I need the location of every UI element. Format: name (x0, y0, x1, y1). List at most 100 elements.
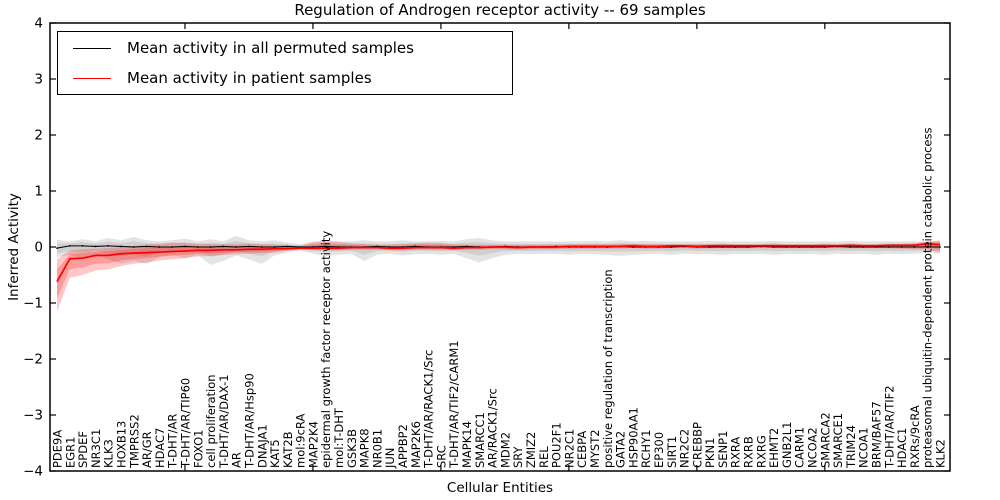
category-label: RCHY1 (639, 430, 653, 468)
permuted-line-swatch (73, 47, 111, 49)
category-label: epidermal growth factor receptor activit… (319, 231, 333, 468)
category-label: SRY (511, 445, 525, 468)
category-label: EHMT2 (767, 428, 781, 468)
permuted-mean-marker (120, 245, 122, 248)
legend: Mean activity in all permuted samples Me… (57, 31, 513, 95)
category-label: REL (537, 446, 551, 468)
category-label: MAPK8 (358, 428, 372, 468)
category-label: T-DHT/AR/DAX-1 (217, 374, 231, 469)
category-label: AR/RACK1/Src (486, 388, 500, 468)
category-label: HSP90AA1 (626, 407, 640, 468)
category-label: CEBPA (575, 431, 589, 468)
category-label: SMARCA2 (818, 412, 832, 468)
category-label: AR (230, 452, 244, 468)
category-label: DNAJA1 (255, 424, 269, 468)
category-label: BRM/BAF57 (870, 401, 884, 468)
category-label: MAP2K4 (306, 421, 320, 468)
category-label: CARM1 (793, 427, 807, 468)
category-label: POU2F1 (550, 422, 564, 468)
category-label: MYST2 (588, 429, 602, 468)
permuted-mean-marker (273, 246, 276, 248)
category-label: SENP1 (716, 431, 730, 468)
category-label: PKN1 (703, 438, 717, 468)
category-label: NCOA1 (857, 427, 871, 468)
permuted-mean-marker (145, 245, 148, 248)
category-label: T-DHT/AR/TIF2/CARM1 (447, 340, 461, 469)
category-label: NR0B1 (370, 429, 384, 468)
category-label: KLK2 (934, 439, 948, 468)
category-label: GSK3B (345, 429, 359, 468)
permuted-mean-marker (222, 245, 225, 248)
category-label: PDE9A (51, 430, 65, 468)
category-label: NR2C2 (678, 429, 692, 468)
category-label: T-DHT/AR/TIF2 (882, 385, 896, 469)
y-tick-label: 1 (34, 184, 43, 200)
y-tick-label: −4 (23, 464, 43, 480)
category-label: GATA2 (614, 431, 628, 468)
category-label: HDAC7 (153, 428, 167, 468)
category-label: HOXB13 (114, 421, 128, 468)
category-label: proteasomal ubiquitin-dependent protein … (921, 127, 935, 468)
category-label: EGR1 (63, 437, 77, 469)
category-label: RXRB (742, 436, 756, 468)
permuted-mean-marker (286, 245, 289, 248)
permuted-mean-marker (184, 245, 186, 248)
legend-item-permuted: Mean activity in all permuted samples (58, 34, 512, 62)
category-label: mol:T-DHT (332, 407, 346, 468)
y-tick-label: 2 (34, 128, 43, 144)
category-label: positive regulation of transcription (601, 269, 615, 468)
permuted-mean-marker (56, 247, 58, 250)
category-label: NCOA2 (806, 427, 820, 468)
permuted-mean-marker (81, 244, 84, 247)
legend-label-permuted: Mean activity in all permuted samples (127, 39, 414, 57)
category-label: MAP2K6 (409, 421, 423, 468)
permuted-mean-marker (248, 245, 250, 248)
permuted-mean-marker (235, 246, 238, 248)
category-label: JUN (383, 448, 397, 469)
category-label: cell proliferation (204, 374, 218, 468)
permuted-mean-marker (926, 246, 929, 248)
category-label: T-DHT/AR (166, 414, 180, 469)
category-label: KLK3 (102, 439, 116, 468)
category-label: T-DHT/AR/TIP60 (178, 378, 192, 469)
category-label: SMARCC1 (473, 412, 487, 468)
permuted-mean-marker (171, 246, 174, 248)
category-label: mol:9cRA (294, 414, 308, 468)
category-label: RXRs/9cRA (908, 405, 922, 468)
permuted-mean-marker (107, 244, 110, 247)
category-label: T-DHT/AR/Hsp90 (242, 373, 256, 469)
category-label: SRC (434, 445, 448, 468)
y-tick-label: 3 (34, 72, 43, 88)
chart-title: Regulation of Androgen receptor activity… (294, 1, 706, 19)
category-label: FOXO1 (191, 430, 205, 468)
permuted-mean-marker (900, 246, 903, 248)
permuted-mean-marker (260, 246, 263, 248)
category-label: SMARCE1 (831, 413, 845, 468)
category-label: TRIM24 (844, 425, 858, 469)
permuted-band-inner (57, 240, 940, 257)
patient-line-swatch (73, 77, 111, 79)
category-label: KAT5 (268, 439, 282, 468)
category-label: KAT2B (281, 431, 295, 468)
permuted-mean-marker (324, 245, 327, 248)
x-axis-label: Cellular Entities (446, 480, 554, 496)
legend-label-patient: Mean activity in patient samples (127, 69, 372, 87)
category-label: T-DHT/AR/RACK1/Src (422, 350, 436, 469)
category-label: SIRT1 (665, 436, 679, 468)
y-tick-label: 4 (34, 16, 43, 32)
category-label: NR3C1 (89, 429, 103, 468)
category-label: NR2C1 (562, 429, 576, 468)
y-tick-label: −3 (23, 408, 43, 424)
y-tick-label: −2 (23, 352, 43, 368)
permuted-mean-marker (68, 244, 71, 247)
permuted-mean-marker (887, 246, 890, 248)
category-label: MAPK14 (460, 421, 474, 468)
permuted-mean-marker (913, 246, 916, 248)
permuted-mean-marker (849, 246, 852, 248)
category-label: TMPRSS2 (127, 414, 141, 469)
category-label: CREBBP (690, 422, 704, 468)
category-label: RXRA (729, 437, 743, 468)
category-label: HDAC1 (895, 428, 909, 468)
